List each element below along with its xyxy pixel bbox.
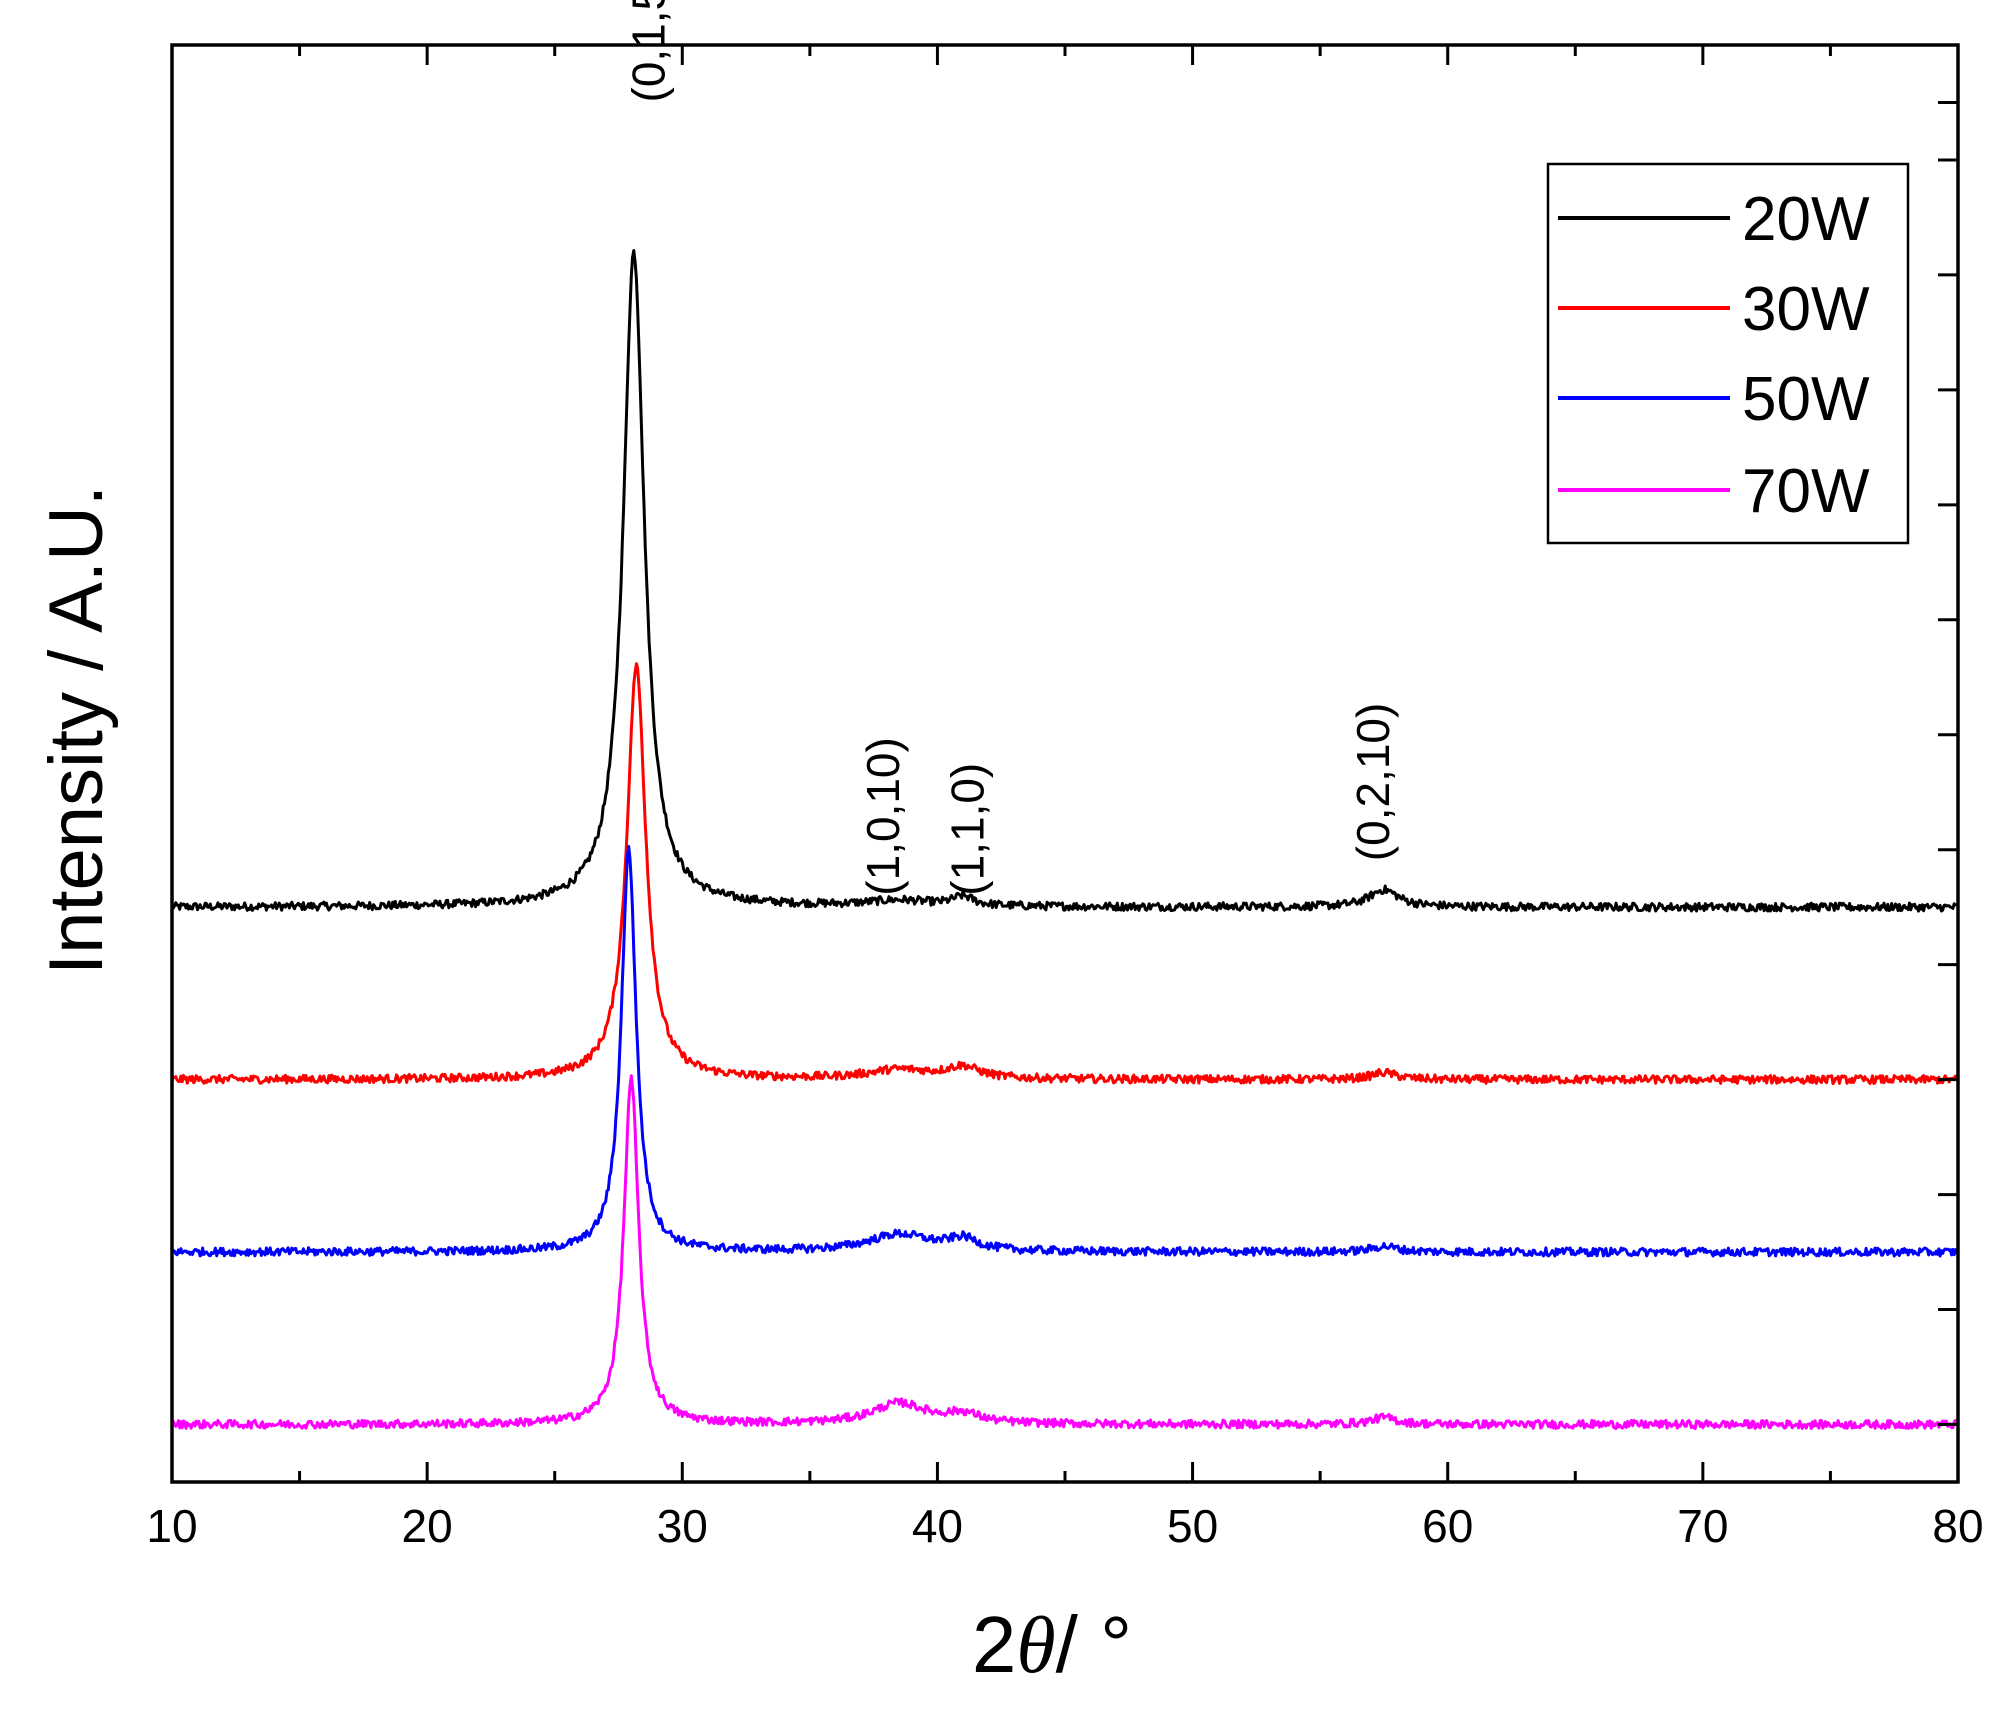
x-tick-label: 10: [146, 1500, 197, 1552]
y-axis-title: Intensity / A.U.: [34, 485, 119, 975]
legend-box: [1546, 162, 1910, 545]
x-tick-label: 70: [1677, 1500, 1728, 1552]
legend: 20W 30W 50W 70W: [1546, 162, 1910, 545]
x-axis-title-theta: θ: [1016, 1602, 1055, 1690]
axis-ticks: [170, 45, 1960, 1482]
x-tick-label: 20: [402, 1500, 453, 1552]
peak-label: (1,1,0): [941, 763, 993, 896]
peak-label: (0,1,5): [622, 0, 674, 103]
legend-label-50w: 50W: [1742, 365, 1870, 434]
x-tick-label: 80: [1932, 1500, 1983, 1552]
x-tick-label: 50: [1167, 1500, 1218, 1552]
legend-label-70w: 70W: [1742, 457, 1870, 526]
x-axis-title: 2θ/ °: [972, 1600, 1132, 1690]
legend-label-20w: 20W: [1742, 185, 1870, 254]
x-tick-label: 30: [657, 1500, 708, 1552]
x-axis-title-number: 2: [972, 1600, 1017, 1689]
series-traces: [170, 249, 1960, 1430]
series-line-70w: [170, 1074, 1959, 1430]
peak-label: (0,2,10): [1347, 703, 1399, 862]
legend-label-30w: 30W: [1742, 275, 1870, 344]
series-line-30w: [170, 662, 1959, 1086]
series-line-20w: [170, 249, 1959, 913]
series-line-50w: [171, 845, 1960, 1258]
x-axis-title-unit: / °: [1056, 1600, 1132, 1689]
peak-label: (1,0,10): [857, 737, 909, 896]
peak-annotations: (0,1,5) (1,0,10) (1,1,0) (0,2,10): [622, 0, 1399, 896]
x-tick-label: 40: [912, 1500, 963, 1552]
x-tick-labels: 10 20 30 40 50 60 70 80: [146, 1500, 1983, 1552]
x-tick-label: 60: [1422, 1500, 1473, 1552]
